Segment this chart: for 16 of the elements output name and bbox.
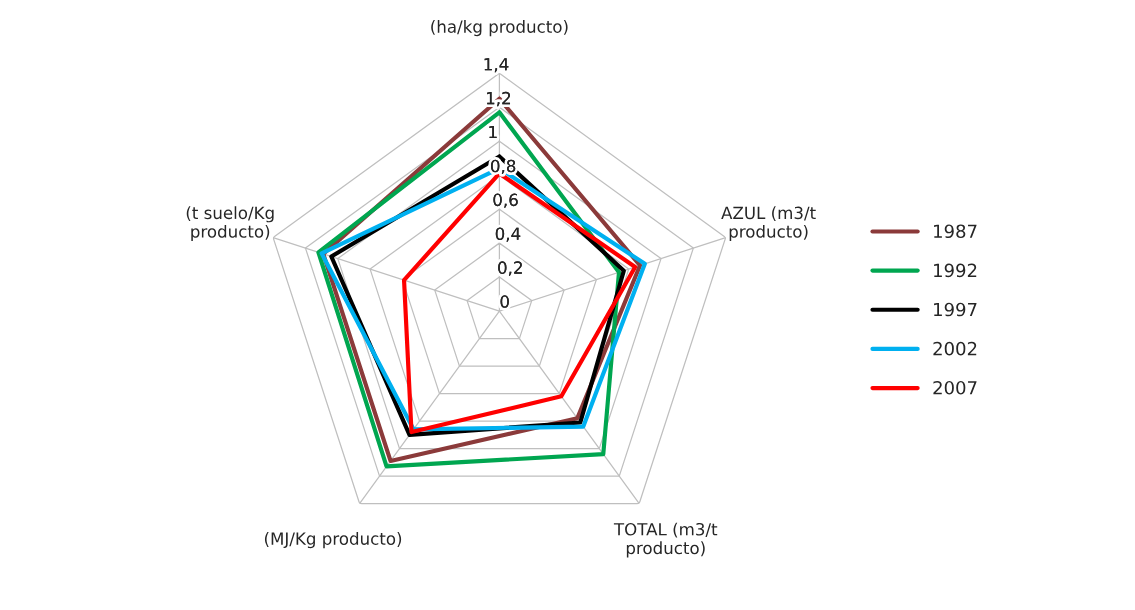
legend-label: 1992 — [934, 263, 977, 278]
y-tick-label: 0 — [500, 295, 509, 308]
y-tick-label: 1 — [489, 125, 497, 139]
spoke-label: TOTAL (m3/t producto) — [613, 522, 718, 558]
spoke-label: (t suelo/Kg producto) — [186, 206, 274, 242]
y-tick-label: 0,2 — [498, 261, 522, 276]
legend-label: 2002 — [933, 341, 977, 356]
spoke-label: AZUL (m3/t producto) — [721, 206, 816, 242]
legend-label: 2007 — [933, 380, 977, 395]
y-tick-label: 1,4 — [484, 58, 509, 73]
legend-label: 1997 — [934, 302, 977, 317]
y-tick-label: 0,6 — [493, 193, 518, 208]
spoke-label: (ha/kg producto) — [431, 20, 568, 37]
legend-label: 1987 — [934, 224, 977, 239]
spoke-label: (MJ/Kg producto) — [264, 532, 402, 549]
y-tick-label: 0,4 — [495, 227, 521, 242]
